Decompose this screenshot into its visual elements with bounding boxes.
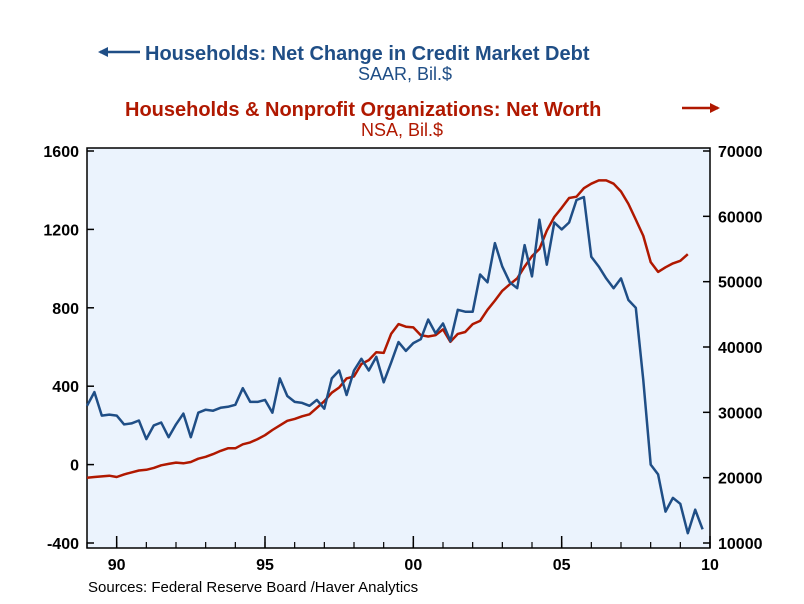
legend-right-subtitle: NSA, Bil.$	[361, 120, 443, 140]
legend-left-subtitle: SAAR, Bil.$	[358, 64, 452, 84]
legend-left-title: Households: Net Change in Credit Market …	[145, 43, 590, 65]
x-tick-label: 10	[701, 557, 719, 574]
x-tick-label: 00	[404, 557, 422, 574]
right-tick-label: 60000	[718, 209, 763, 226]
right-tick-label: 70000	[718, 144, 763, 161]
legend-right-title: Households & Nonprofit Organizations: Ne…	[125, 99, 601, 121]
left-tick-label: 1200	[43, 222, 79, 239]
right-tick-label: 40000	[718, 340, 763, 357]
right-tick-label: 50000	[718, 275, 763, 292]
right-tick-label: 20000	[718, 471, 763, 488]
left-tick-label: 0	[70, 458, 79, 475]
source-note: Sources: Federal Reserve Board /Haver An…	[88, 579, 418, 596]
x-axis: 90 95 00 05 10	[86, 536, 719, 574]
x-tick-label: 05	[553, 557, 571, 574]
net-worth-line	[86, 179, 689, 479]
legend-right-arrowhead-icon	[710, 103, 720, 113]
series	[85, 179, 704, 535]
left-tick-label: 800	[52, 301, 79, 318]
left-tick-label: -400	[47, 536, 79, 553]
left-tick-label: 400	[52, 379, 79, 396]
plot-area	[86, 147, 711, 549]
left-tick-label: 1600	[43, 144, 79, 161]
x-tick-label: 90	[108, 557, 126, 574]
legend-left: Households: Net Change in Credit Market …	[98, 43, 590, 84]
right-axis: 10000 20000 30000 40000 50000 60000 70000	[703, 144, 763, 553]
legend-right: Households & Nonprofit Organizations: Ne…	[125, 99, 720, 140]
right-tick-label: 10000	[718, 536, 763, 553]
left-axis: -400 0 400 800 1200 1600	[43, 144, 94, 553]
x-tick-label: 95	[256, 557, 274, 574]
credit-debt-line	[85, 195, 704, 535]
legend-left-arrowhead-icon	[98, 47, 108, 57]
right-tick-label: 30000	[718, 405, 763, 422]
